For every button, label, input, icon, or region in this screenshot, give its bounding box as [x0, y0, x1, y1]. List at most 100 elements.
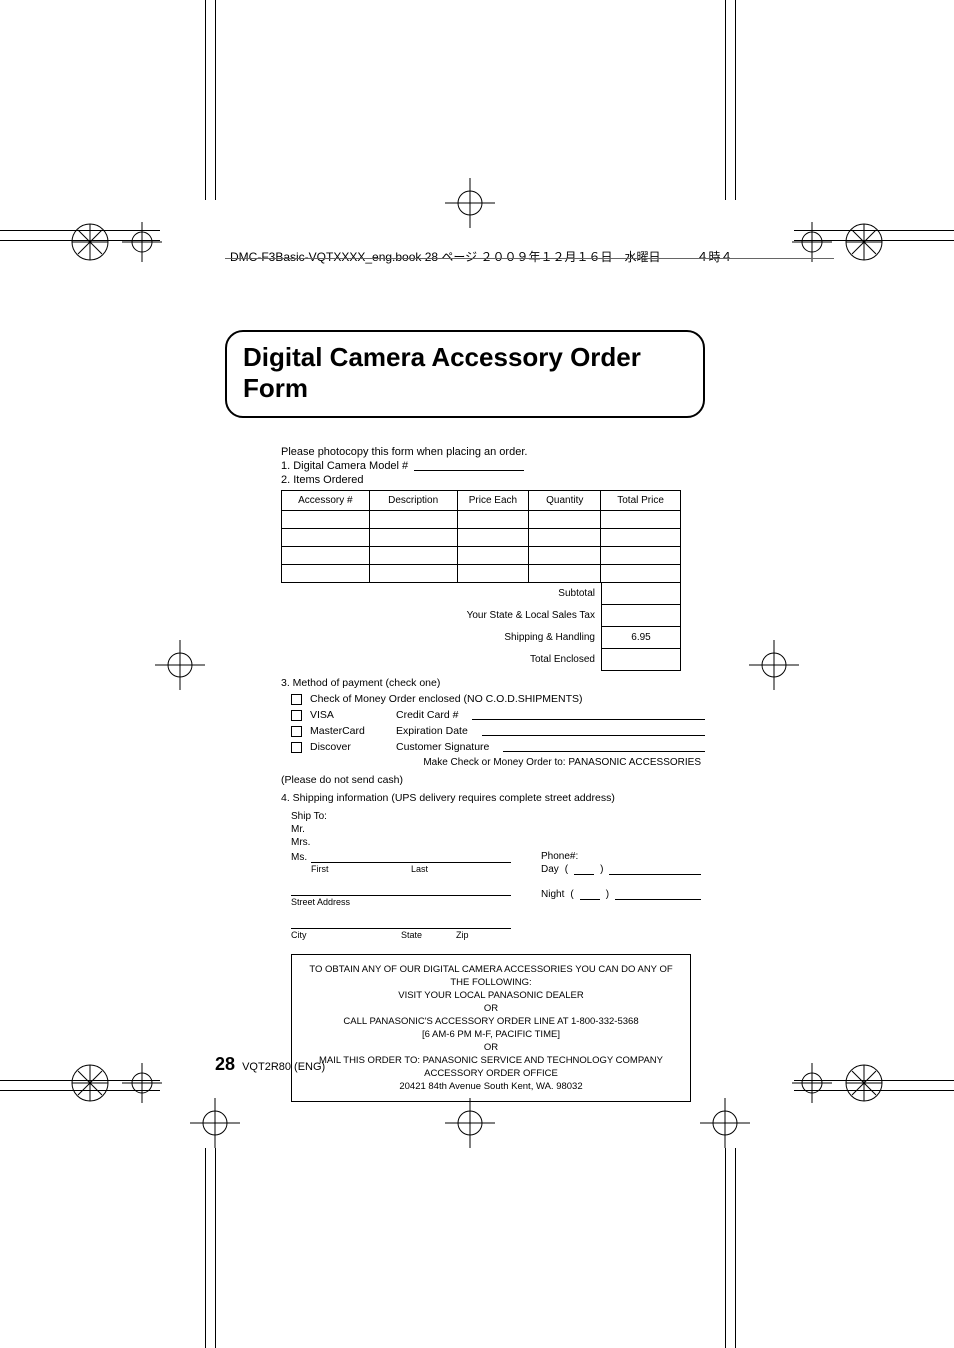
- item-row[interactable]: [282, 529, 681, 547]
- trim-line: [205, 0, 206, 200]
- info-line: 20421 84th Avenue South Kent, WA. 98032: [302, 1080, 680, 1093]
- checkbox-discover[interactable]: [291, 742, 302, 753]
- model-label: 1. Digital Camera Model #: [281, 460, 408, 472]
- crosshair-mark: [792, 1063, 832, 1103]
- info-line: [6 AM-6 PM M-F, PACIFIC TIME]: [302, 1028, 680, 1041]
- check-option-label: Check of Money Order enclosed (NO C.O.D.…: [310, 693, 583, 705]
- phone-label: Phone#:: [541, 851, 701, 862]
- mr-label: Mr.: [291, 823, 705, 836]
- col-total: Total Price: [601, 491, 681, 511]
- footer-code: VQT2R80 (ENG): [242, 1061, 325, 1073]
- paren-open: (: [565, 864, 568, 875]
- col-accessory: Accessory #: [282, 491, 370, 511]
- day-phone-blank[interactable]: [609, 865, 701, 875]
- signature-label: Customer Signature: [396, 741, 489, 753]
- day-area-blank[interactable]: [574, 865, 594, 875]
- no-cash-text: (Please do not send cash): [281, 774, 705, 786]
- crosshair-mark: [445, 1098, 495, 1148]
- item-row[interactable]: [282, 565, 681, 583]
- street-label: Street Address: [291, 897, 350, 907]
- items-ordered-label: 2. Items Ordered: [281, 474, 705, 486]
- night-area-blank[interactable]: [580, 890, 600, 900]
- info-line: MAIL THIS ORDER TO: PANASONIC SERVICE AN…: [302, 1054, 680, 1067]
- items-header-row: Accessory # Description Price Each Quant…: [282, 491, 681, 511]
- checkbox-mastercard[interactable]: [291, 726, 302, 737]
- shipping-heading: 4. Shipping information (UPS delivery re…: [281, 792, 705, 804]
- totals-block: Subtotal Your State & Local Sales Tax Sh…: [281, 583, 681, 671]
- trim-line: [205, 1148, 206, 1348]
- item-row[interactable]: [282, 547, 681, 565]
- enclosed-box[interactable]: [601, 649, 681, 671]
- page-number: 28: [215, 1054, 235, 1074]
- col-description: Description: [369, 491, 457, 511]
- crop-header-rule: [225, 258, 834, 259]
- paren-close: ): [606, 889, 609, 900]
- tax-box[interactable]: [601, 605, 681, 627]
- form-body: Please photocopy this form when placing …: [225, 446, 705, 1102]
- page-title: Digital Camera Accessory Order Form: [243, 342, 687, 404]
- registration-mark: [844, 222, 884, 262]
- checkbox-visa[interactable]: [291, 710, 302, 721]
- crosshair-mark: [155, 640, 205, 690]
- ms-label: Ms.: [291, 852, 307, 863]
- shipping-box: 6.95: [601, 627, 681, 649]
- items-table: Accessory # Description Price Each Quant…: [281, 490, 681, 583]
- item-row[interactable]: [282, 511, 681, 529]
- paren-close: ): [600, 864, 603, 875]
- shipping-label: Shipping & Handling: [281, 627, 601, 649]
- trim-line: [725, 0, 726, 200]
- shipping-block: Ship To: Mr. Mrs. Ms. First Last: [291, 810, 705, 1102]
- info-line: VISIT YOUR LOCAL PANASONIC DEALER: [302, 989, 680, 1002]
- page-footer: 28 VQT2R80 (ENG): [215, 1054, 325, 1075]
- subtotal-box[interactable]: [601, 583, 681, 605]
- info-line: TO OBTAIN ANY OF OUR DIGITAL CAMERA ACCE…: [302, 963, 680, 976]
- crosshair-mark: [190, 1098, 240, 1148]
- night-phone-blank[interactable]: [615, 890, 701, 900]
- tax-label: Your State & Local Sales Tax: [281, 605, 601, 627]
- registration-mark: [70, 1063, 110, 1103]
- checkbox-check[interactable]: [291, 694, 302, 705]
- last-label: Last: [411, 864, 511, 874]
- payment-heading: 3. Method of payment (check one): [281, 677, 705, 689]
- info-line: OR: [302, 1002, 680, 1015]
- street-blank[interactable]: [291, 884, 511, 896]
- info-line: ACCESSORY ORDER OFFICE: [302, 1067, 680, 1080]
- credit-card-blank[interactable]: [472, 710, 705, 720]
- trim-line: [735, 0, 736, 200]
- info-line: CALL PANASONIC'S ACCESSORY ORDER LINE AT…: [302, 1015, 680, 1028]
- discover-label: Discover: [310, 741, 388, 753]
- zip-label: Zip: [456, 930, 511, 940]
- registration-mark: [844, 1063, 884, 1103]
- expiration-blank[interactable]: [482, 726, 705, 736]
- day-label: Day: [541, 864, 559, 875]
- expiration-label: Expiration Date: [396, 725, 468, 737]
- crosshair-mark: [122, 222, 162, 262]
- title-panel: Digital Camera Accessory Order Form: [225, 330, 705, 418]
- signature-blank[interactable]: [503, 742, 705, 752]
- registration-mark: [70, 222, 110, 262]
- credit-card-label: Credit Card #: [396, 709, 458, 721]
- paren-open: (: [570, 889, 573, 900]
- name-blank[interactable]: [311, 851, 511, 863]
- mastercard-label: MasterCard: [310, 725, 388, 737]
- night-label: Night: [541, 889, 564, 900]
- crosshair-mark: [445, 178, 495, 228]
- visa-label: VISA: [310, 709, 388, 721]
- trim-line: [215, 0, 216, 200]
- col-price: Price Each: [457, 491, 529, 511]
- city-label: City: [291, 930, 401, 940]
- city-blank[interactable]: [291, 917, 511, 929]
- crosshair-mark: [749, 640, 799, 690]
- model-blank[interactable]: [414, 461, 524, 471]
- page-content: Digital Camera Accessory Order Form Plea…: [225, 330, 705, 1102]
- ship-to-label: Ship To:: [291, 810, 705, 823]
- first-label: First: [311, 864, 411, 874]
- info-line: OR: [302, 1041, 680, 1054]
- trim-line: [215, 1148, 216, 1348]
- crop-header-text: DMC-F3Basic-VQTXXXX_eng.book 28 ページ ２００９…: [230, 248, 834, 265]
- info-line: THE FOLLOWING:: [302, 976, 680, 989]
- crosshair-mark: [700, 1098, 750, 1148]
- state-label: State: [401, 930, 456, 940]
- make-check-text: Make Check or Money Order to: PANASONIC …: [281, 757, 701, 768]
- enclosed-label: Total Enclosed: [281, 649, 601, 671]
